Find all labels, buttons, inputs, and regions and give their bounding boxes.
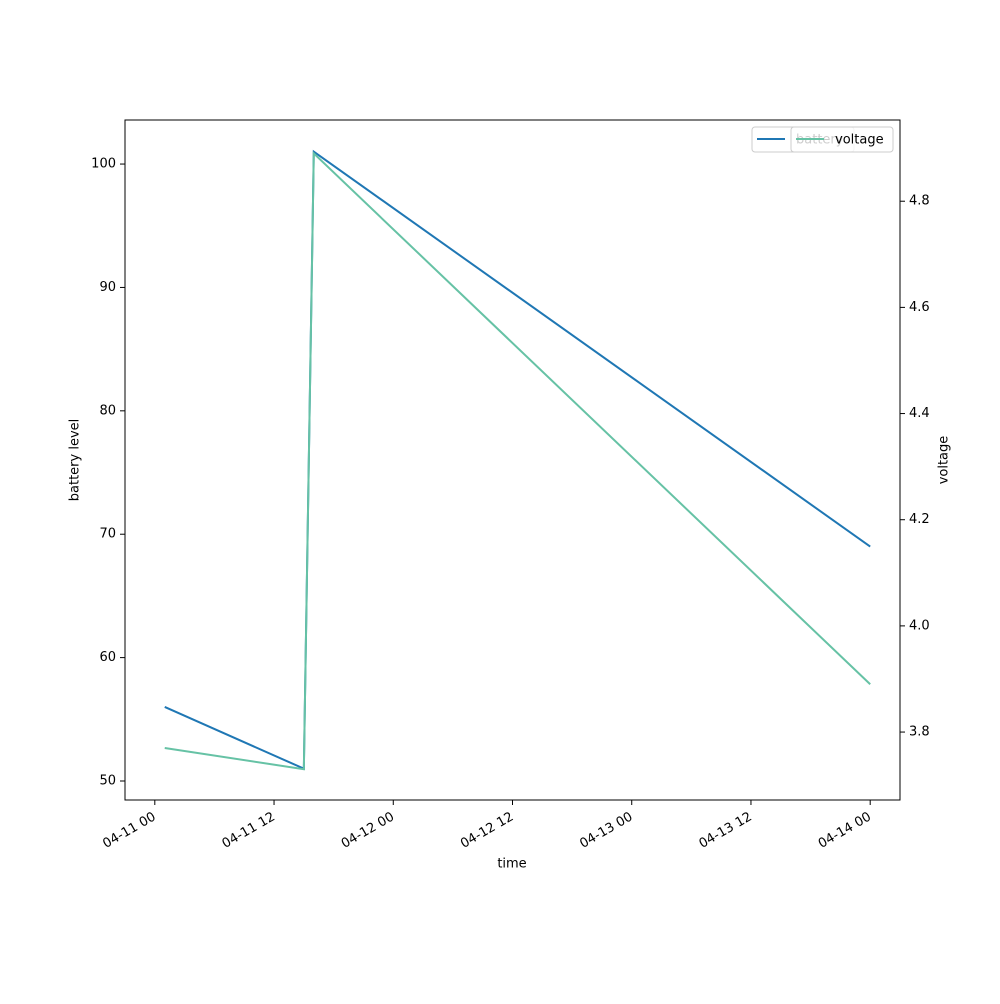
plot-frame bbox=[124, 119, 901, 801]
line-series bbox=[164, 151, 871, 771]
y2-tick-label: 4.4 bbox=[909, 406, 930, 421]
y-tick-label: 50 bbox=[99, 773, 116, 788]
x-tick-label: 04-12 00 bbox=[339, 810, 397, 852]
y2-axis-label: voltage bbox=[937, 436, 952, 485]
line-series bbox=[164, 149, 871, 771]
y-tick-label: 70 bbox=[99, 527, 116, 542]
x-tick-label: 04-11 12 bbox=[220, 810, 278, 852]
y2-tick-label: 4.2 bbox=[909, 512, 930, 527]
y2-tick-label: 4.8 bbox=[909, 194, 930, 209]
y-tick-label: 60 bbox=[99, 650, 116, 665]
y2-tick-label: 3.8 bbox=[909, 725, 930, 740]
x-tick-label: 04-14 00 bbox=[816, 810, 874, 852]
y-tick-label: 80 bbox=[99, 403, 116, 418]
y2-tick-label: 4.6 bbox=[909, 300, 930, 315]
x-tick-label: 04-11 00 bbox=[100, 810, 158, 852]
x-tick-label: 04-12 12 bbox=[458, 810, 516, 852]
x-axis-label: time bbox=[497, 857, 526, 872]
y2-tick-label: 4.0 bbox=[909, 618, 930, 633]
legend-box bbox=[790, 126, 894, 153]
y-tick-label: 90 bbox=[99, 280, 116, 295]
x-tick-label: 04-13 12 bbox=[697, 810, 755, 852]
y-tick-label: 100 bbox=[91, 157, 116, 172]
x-tick-label: 04-13 00 bbox=[577, 810, 635, 852]
legend-label: voltage bbox=[835, 133, 884, 148]
y-axis-label: battery level bbox=[68, 419, 83, 502]
